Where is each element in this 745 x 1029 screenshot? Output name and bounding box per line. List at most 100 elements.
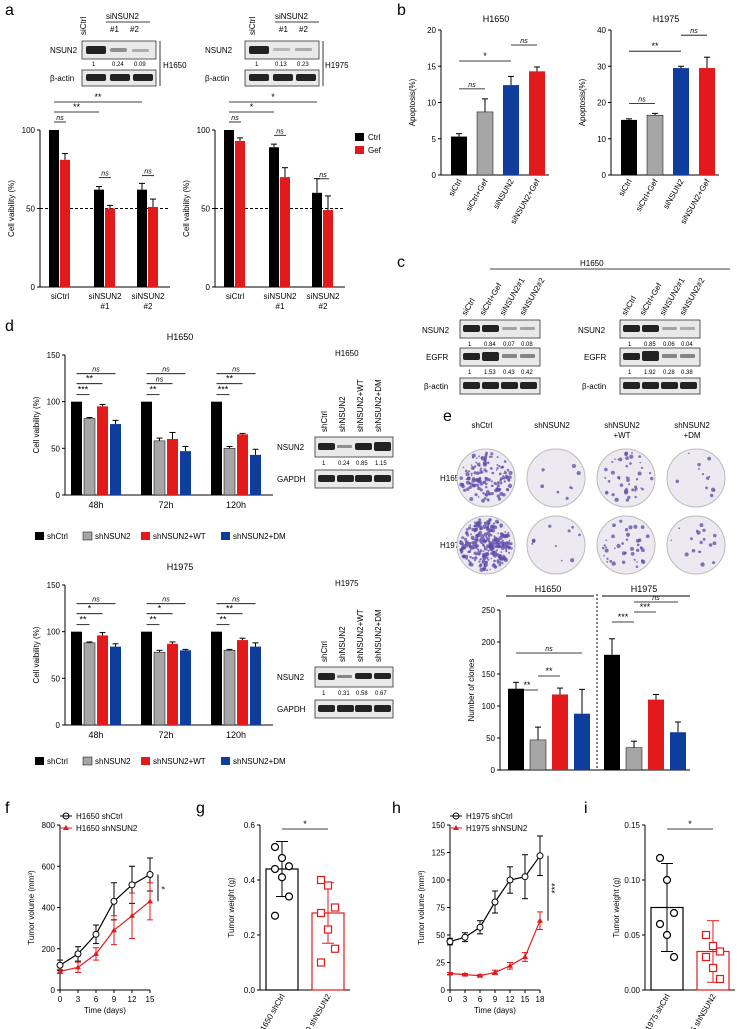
data-point [74, 950, 82, 958]
colony [465, 554, 469, 558]
colony [482, 524, 487, 529]
colony [688, 452, 690, 455]
blot-quant: 0.85 [644, 342, 656, 348]
colony [473, 521, 476, 524]
dish-column-label: shNSUN2 [674, 421, 710, 430]
significance-label: ** [226, 374, 234, 384]
blot-lane-label: siNSUN2 [275, 12, 308, 21]
blot-lane-label: #2 [130, 25, 139, 34]
blot-row-label: GAPDH [277, 705, 306, 714]
colony [504, 533, 509, 539]
colony [499, 557, 503, 561]
dish-column-label: +WT [613, 431, 630, 440]
colony [623, 490, 629, 495]
x-tick-label: 0 [58, 995, 63, 1004]
chart-title: H1975 [167, 562, 194, 572]
colony [502, 542, 505, 544]
colony [616, 543, 621, 549]
colony [479, 537, 482, 540]
colony [468, 544, 472, 548]
data-point [111, 927, 117, 933]
y-tick-label: 0.2 [244, 931, 256, 940]
colony [633, 558, 636, 561]
colony [490, 480, 493, 483]
colony [473, 529, 477, 533]
bar [312, 192, 322, 287]
colony [506, 475, 509, 478]
colony [625, 476, 629, 479]
colony [496, 464, 499, 466]
colony [483, 457, 487, 461]
legend-label: shNSUN2+DM [233, 532, 286, 541]
data-point [461, 933, 469, 941]
data-point [323, 925, 333, 934]
colony [476, 550, 482, 556]
colony [473, 465, 477, 468]
blot-lane-label: shNSUN2+WT [356, 379, 365, 432]
y-tick-label: 0 [491, 766, 496, 775]
colony [499, 481, 503, 485]
colony [498, 563, 502, 567]
significance-label: ns [162, 597, 170, 604]
data-point [284, 892, 294, 901]
blot-quant: 0.24 [338, 461, 350, 467]
colony [459, 540, 462, 543]
colony [614, 497, 619, 502]
colony [678, 527, 681, 530]
blot-row-label: NSUN2 [422, 326, 450, 335]
colony [479, 471, 482, 474]
data-point [715, 974, 725, 984]
y-tick-label: 15 [427, 62, 436, 71]
y-tick-label: 50 [26, 205, 35, 214]
blot-lane-label: #1 [110, 25, 119, 34]
y-axis-label: Apoptosis(%) [408, 78, 417, 126]
dish-column-label: shNSUN2 [604, 421, 640, 430]
y-tick-label: 0 [602, 171, 607, 180]
blot-a-left: siCtrl siNSUN2 #1 #2 NSUN2 1 0.24 0.09 β… [50, 12, 187, 87]
colony [713, 489, 716, 492]
x-tick-label: #1 [101, 302, 110, 311]
blot-quant: 0.31 [338, 691, 350, 697]
blot-lane-label: shCtrl [320, 411, 329, 432]
colony [501, 562, 504, 565]
x-tick-label: 12 [506, 995, 515, 1004]
colony [702, 528, 706, 533]
y-tick-label: 200 [42, 945, 56, 954]
significance-label: ns [101, 171, 109, 178]
colony [488, 455, 492, 458]
bar [508, 688, 524, 770]
bar [97, 406, 108, 495]
data-point [447, 970, 453, 976]
panel-letter-h: h [392, 800, 401, 817]
blot-row-label: β-actin [50, 74, 74, 83]
colony [499, 541, 504, 545]
colony [459, 548, 463, 552]
colony [492, 563, 495, 566]
colony [630, 552, 635, 556]
bar [699, 68, 715, 175]
colony [624, 551, 627, 555]
blot-d-bottom: H1975 shCtrl shNSUN2 shNSUN2+WT shNSUN2+… [277, 579, 394, 719]
colony [486, 537, 491, 542]
significance-label: ns [276, 128, 284, 135]
colony [614, 458, 616, 460]
colony [475, 483, 480, 487]
colony [634, 495, 637, 499]
colony [465, 541, 468, 544]
bar [451, 136, 467, 175]
blot-quant: 0.09 [134, 62, 146, 68]
colony [493, 559, 496, 563]
colony [477, 496, 480, 498]
colony [489, 568, 491, 571]
colony [570, 486, 573, 490]
bar [237, 640, 248, 725]
blot-quant: 0.04 [681, 342, 693, 348]
colony [474, 556, 478, 560]
colony [460, 552, 463, 555]
blot-quant: 0.42 [521, 370, 533, 376]
colony [486, 525, 490, 529]
colony [635, 565, 639, 568]
significance-label: ns [520, 38, 528, 45]
colony [641, 560, 646, 565]
